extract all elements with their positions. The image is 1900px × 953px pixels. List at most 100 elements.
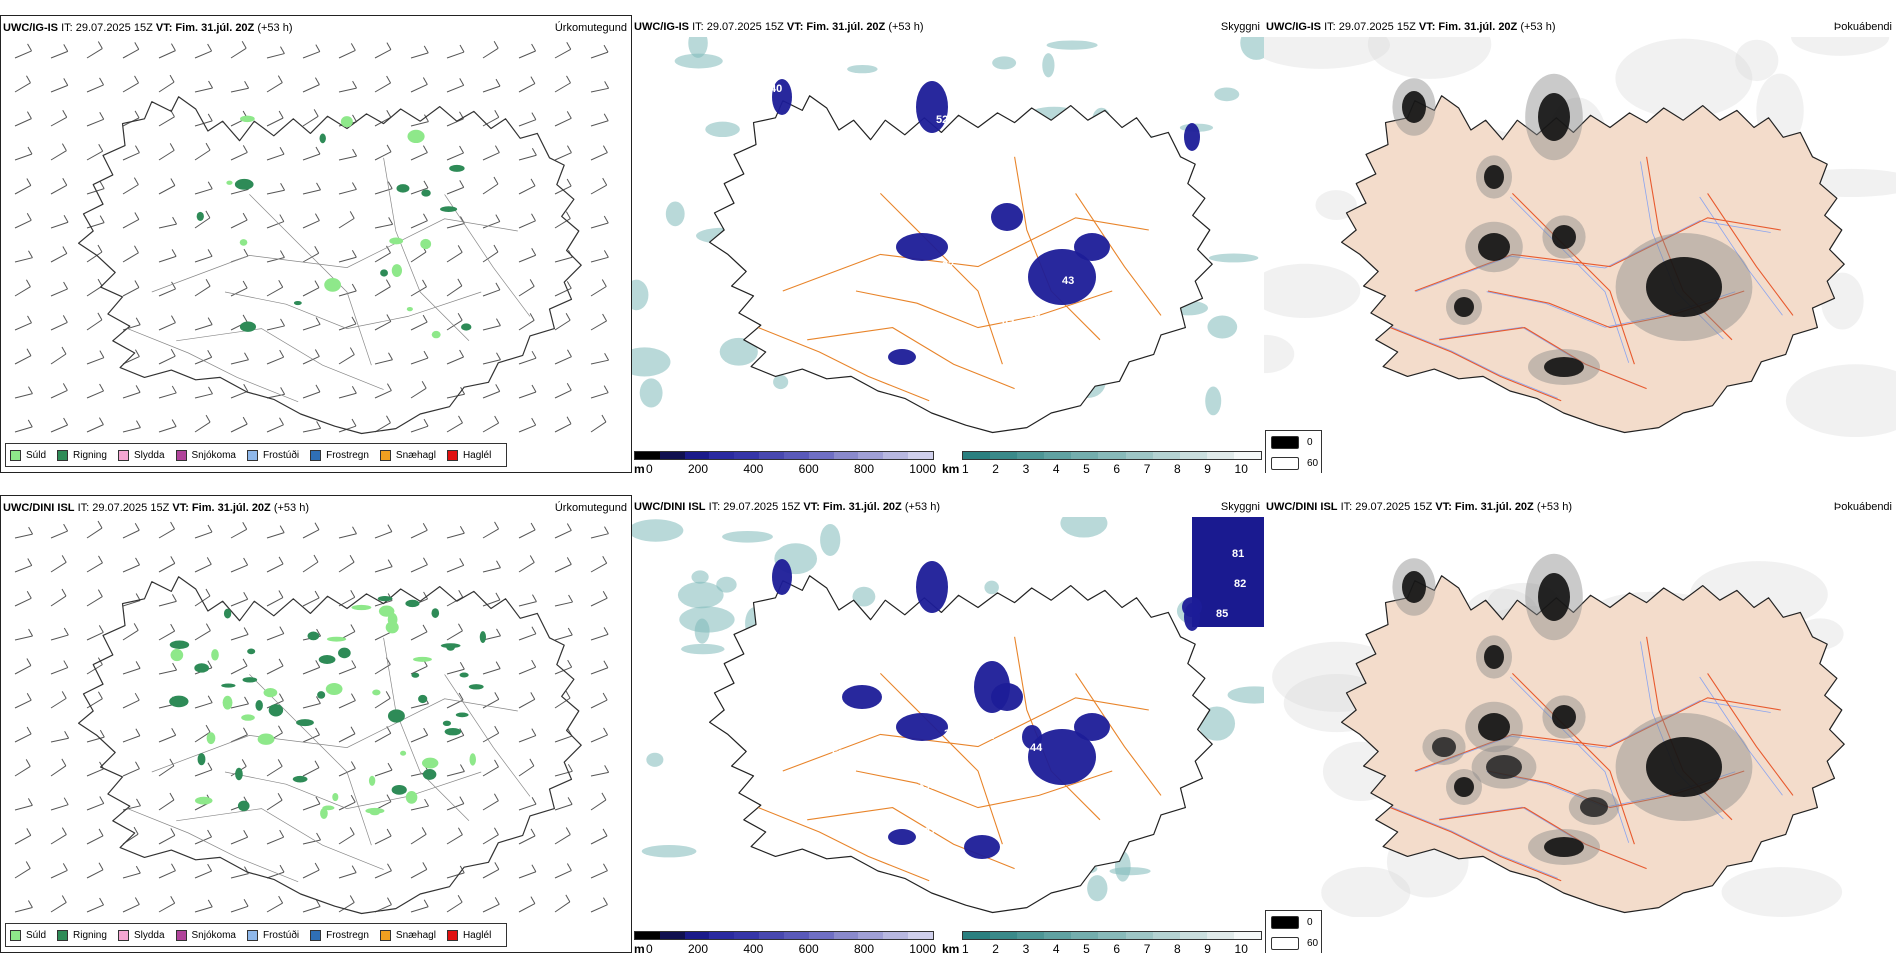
wind-barb xyxy=(86,664,103,675)
road xyxy=(224,771,482,809)
wind-barb xyxy=(86,869,104,879)
wind-barb xyxy=(518,119,537,127)
map-area xyxy=(641,845,697,858)
wind-barb-flag xyxy=(207,899,213,908)
wind-barb-flag xyxy=(278,556,284,565)
wind-barb xyxy=(50,765,67,777)
wind-barb-flag xyxy=(603,44,609,53)
wind-barb-flag xyxy=(565,827,571,835)
wind-barb xyxy=(158,223,177,229)
wind-barb-flag xyxy=(279,417,284,426)
colorbar-step xyxy=(1098,452,1126,459)
wind-barb xyxy=(446,152,464,161)
wind-barb xyxy=(266,153,285,161)
colorbar-step xyxy=(858,452,884,459)
wind-barb-flag xyxy=(61,143,67,151)
map-area xyxy=(405,599,420,608)
wind-barb xyxy=(374,769,393,777)
wind-barb-flag xyxy=(207,350,213,358)
precip-map xyxy=(14,520,610,915)
wind-barb-flag xyxy=(63,214,69,223)
wind-barb xyxy=(122,564,140,573)
wind-barb-flag xyxy=(205,414,211,423)
wind-barb-flag xyxy=(243,248,249,257)
legend-item: Haglél xyxy=(446,929,491,941)
road xyxy=(1390,807,1562,882)
wind-barb-flag xyxy=(207,829,213,838)
wind-barb xyxy=(230,390,248,399)
map-area xyxy=(400,750,407,756)
wind-barb xyxy=(374,566,393,573)
legend-swatch xyxy=(310,449,322,461)
wind-barb-flag xyxy=(386,110,392,118)
wind-barb xyxy=(482,528,499,539)
wind-barb xyxy=(590,633,609,641)
wind-barb-flag xyxy=(529,279,535,287)
wind-barb-flag xyxy=(207,181,213,190)
map-area xyxy=(1208,253,1259,263)
wind-barb-flag xyxy=(422,145,428,153)
wind-barb-flag xyxy=(241,759,247,767)
legend-label: Snæhagl xyxy=(395,449,436,461)
legend-item: Frostúði xyxy=(246,449,299,461)
map-area xyxy=(974,661,1010,713)
colorbar-step xyxy=(808,932,834,939)
map-area xyxy=(719,337,758,366)
wind-barb-flag xyxy=(602,692,608,701)
map-area xyxy=(170,648,184,662)
wind-barb-flag xyxy=(314,77,320,85)
wind-barb-flag xyxy=(603,385,609,393)
map-area xyxy=(468,684,484,690)
wind-barb xyxy=(86,285,103,297)
wind-barb-flag xyxy=(531,350,537,359)
wind-barb-flag xyxy=(424,798,429,807)
wind-barb-flag xyxy=(277,759,283,767)
wind-barb xyxy=(590,562,607,573)
wind-barb xyxy=(122,529,140,539)
wind-barb-flag xyxy=(63,660,69,668)
wind-barb-flag xyxy=(424,114,429,122)
wind-barb xyxy=(230,528,247,539)
wind-barb-flag xyxy=(422,862,428,870)
visibility-unit: km xyxy=(942,462,960,473)
wind-barb-flag xyxy=(315,696,321,704)
wind-barb-flag xyxy=(99,215,105,223)
wind-barb xyxy=(410,220,428,229)
wind-barb xyxy=(446,356,464,365)
wind-barb-flag xyxy=(242,658,248,667)
colorbar-step xyxy=(963,932,991,939)
colorbar-step xyxy=(1206,452,1234,459)
map-area xyxy=(235,767,243,781)
wind-barb xyxy=(410,564,428,573)
wind-barb xyxy=(302,51,320,59)
wind-barb xyxy=(338,533,357,539)
wind-barb-flag xyxy=(531,384,537,393)
legend-swatch xyxy=(379,449,391,461)
wind-barb xyxy=(14,50,32,59)
colorbar-step xyxy=(1017,452,1045,459)
wind-barb xyxy=(50,530,68,539)
wind-barb-flag xyxy=(171,315,176,323)
map-area xyxy=(1544,357,1584,377)
wind-barb-flag xyxy=(567,797,573,805)
wind-barb xyxy=(158,392,177,399)
wind-barb xyxy=(446,564,464,573)
map-area xyxy=(1785,364,1896,437)
wind-barb xyxy=(50,84,68,93)
wind-barb xyxy=(14,699,32,709)
wind-barb-flag xyxy=(602,177,608,186)
wind-barb-flag xyxy=(386,828,392,837)
colorbar-step xyxy=(1044,932,1072,939)
wind-barb xyxy=(122,699,140,709)
wind-barb-flag xyxy=(207,317,213,325)
wind-barb xyxy=(194,149,211,161)
colorbar-step xyxy=(1044,452,1072,459)
wind-barb-flag xyxy=(98,862,104,871)
colorbar-step xyxy=(1017,932,1045,939)
wind-barb xyxy=(554,735,573,743)
wind-barb-flag xyxy=(61,895,67,903)
wind-barb-flag xyxy=(134,280,140,288)
wind-barb-flag xyxy=(529,313,535,321)
wind-barb-flag xyxy=(134,110,140,119)
wind-barb xyxy=(50,288,68,297)
